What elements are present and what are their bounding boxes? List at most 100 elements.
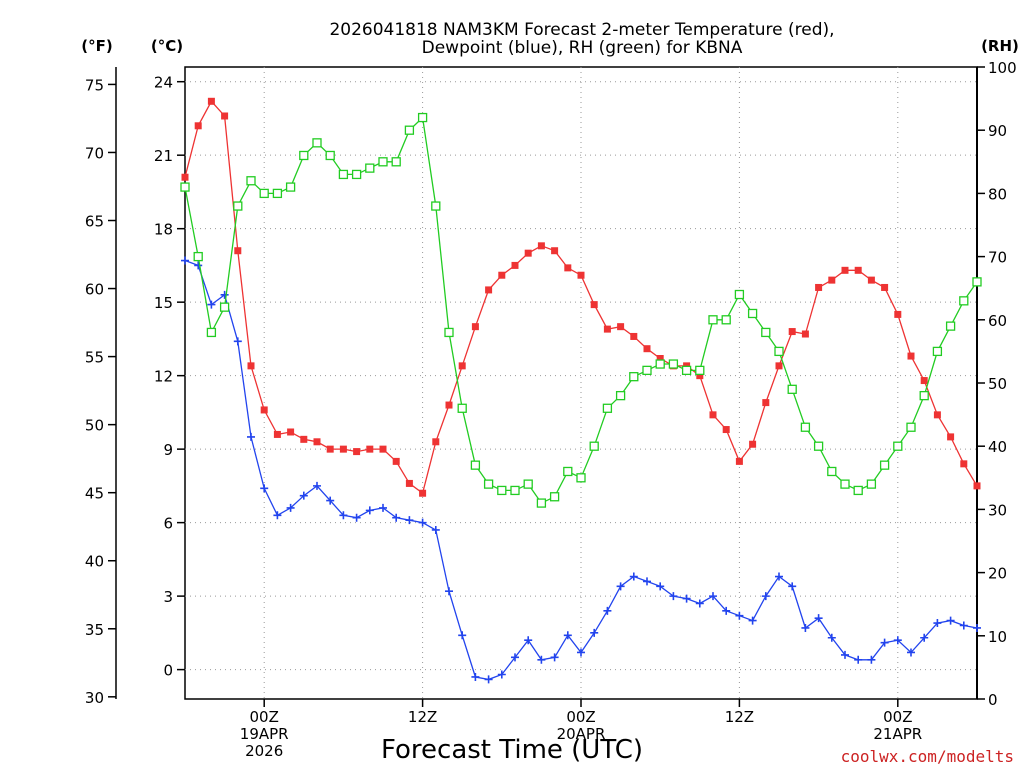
fahrenheit-tick-label: 55: [85, 349, 104, 367]
dewpoint-point: [379, 503, 387, 512]
fahrenheit-tick-label: 45: [85, 485, 104, 503]
2-meter-temperature-point: [722, 426, 730, 434]
2-meter-temperature-point: [247, 362, 255, 370]
dewpoint-point: [484, 675, 493, 684]
2-meter-temperature-point: [234, 247, 242, 255]
2-meter-temperature-point: [762, 399, 770, 407]
2-meter-temperature-point: [643, 345, 651, 353]
dewpoint-point: [405, 516, 414, 525]
dewpoint-line: [184, 259, 978, 681]
dewpoint-point: [247, 432, 255, 441]
rh-point: [642, 365, 652, 376]
dewpoint-point: [854, 655, 863, 664]
credit-text: coolwx.com/modelts: [841, 747, 1014, 766]
dewpoint-point: [933, 619, 942, 628]
rh-tick-label: 30: [988, 501, 1007, 519]
celsius-tick-label: 18: [154, 221, 173, 239]
rh-point: [549, 492, 560, 502]
rh-point: [629, 372, 639, 382]
dewpoint-point: [893, 636, 902, 645]
rh-point: [919, 390, 929, 401]
dewpoint-point: [497, 670, 506, 679]
celsius-tick-label: 9: [163, 441, 173, 459]
2-meter-temperature-point: [603, 325, 611, 333]
2-meter-temperature-point: [313, 438, 321, 446]
dewpoint-point: [629, 572, 638, 581]
dewpoint-point: [339, 511, 348, 520]
celsius-tick-label: 3: [163, 588, 173, 606]
2-meter-temperature-point: [749, 440, 757, 448]
celsius-tick-label: 24: [154, 74, 173, 92]
dewpoint-point: [959, 621, 968, 630]
rh-point: [734, 289, 745, 300]
2-meter-temperature-point: [471, 323, 479, 331]
rh-point: [655, 359, 665, 369]
rh-point: [193, 251, 203, 262]
dewpoint-point: [313, 481, 321, 490]
rh-point: [668, 359, 679, 369]
2-meter-temperature-point: [419, 489, 427, 497]
dewpoint-point: [735, 611, 744, 620]
rh-point: [879, 460, 890, 470]
time-tick-label: 12Z: [408, 708, 437, 726]
dewpoint-point: [445, 587, 453, 596]
rh-tick-label: 60: [988, 312, 1007, 330]
rh-point: [827, 466, 837, 477]
2-meter-temperature-point: [815, 283, 823, 291]
time-tick-label: 2026: [245, 742, 283, 760]
2-meter-temperature-point: [194, 122, 202, 130]
2-meter-temperature-point: [300, 435, 308, 443]
celsius-tick-label: 21: [154, 147, 173, 165]
rh-point: [945, 321, 956, 331]
2-meter-temperature-point: [379, 445, 387, 453]
rh-point: [391, 157, 401, 167]
rh-point: [800, 422, 811, 432]
rh-point: [523, 479, 533, 489]
chart-title-line1: 2026041818 NAM3KM Forecast 2-meter Tempe…: [329, 20, 834, 40]
fahrenheit-tick-label: 65: [85, 213, 104, 231]
rh-point: [325, 150, 335, 161]
time-tick-label: 12Z: [725, 708, 754, 726]
dewpoint-point: [550, 653, 559, 662]
dewpoint-point: [920, 633, 929, 642]
dewpoint-point: [643, 577, 651, 586]
rh-point: [906, 422, 916, 432]
dewpoint-point: [801, 623, 810, 632]
rh-point: [444, 327, 454, 338]
dewpoint-point: [669, 592, 678, 601]
2-meter-temperature-point: [524, 249, 532, 257]
fahrenheit-tick-label: 75: [85, 76, 104, 94]
dewpoint-point: [194, 261, 203, 270]
2-meter-temperature-point: [577, 271, 585, 279]
fahrenheit-tick-label: 60: [85, 281, 104, 299]
rh-point: [932, 346, 943, 357]
2-meter-temperature-point: [907, 352, 915, 360]
dewpoint-point: [590, 628, 599, 637]
dewpoint-point: [603, 606, 612, 615]
rh-point: [365, 163, 375, 173]
2-meter-temperature-point: [788, 328, 796, 336]
dewpoint-point: [181, 256, 189, 265]
dewpoint-point: [748, 616, 757, 625]
2-meter-temperature-point: [973, 482, 981, 490]
rh-point: [536, 498, 547, 508]
2-meter-temperature-point: [551, 247, 559, 255]
2-meter-temperature-point: [537, 242, 545, 250]
2-meter-temperature-point: [207, 97, 215, 105]
rh-point: [602, 403, 613, 413]
time-tick-label: 19APR: [240, 725, 289, 743]
rh-point: [563, 466, 573, 477]
dewpoint-point: [867, 655, 876, 664]
rh-point: [404, 125, 415, 135]
rh-point: [708, 315, 718, 325]
rh-tick-label: 40: [988, 438, 1007, 456]
rh-tick-label: 10: [988, 628, 1007, 646]
dewpoint-point: [471, 672, 480, 681]
2-meter-temperature-point: [617, 323, 625, 331]
rh-point: [681, 365, 692, 376]
celsius-unit-label: (°C): [151, 37, 183, 55]
rh-point: [576, 473, 586, 483]
2-meter-temperature-point: [801, 330, 809, 338]
2-meter-temperature-point: [960, 460, 968, 468]
